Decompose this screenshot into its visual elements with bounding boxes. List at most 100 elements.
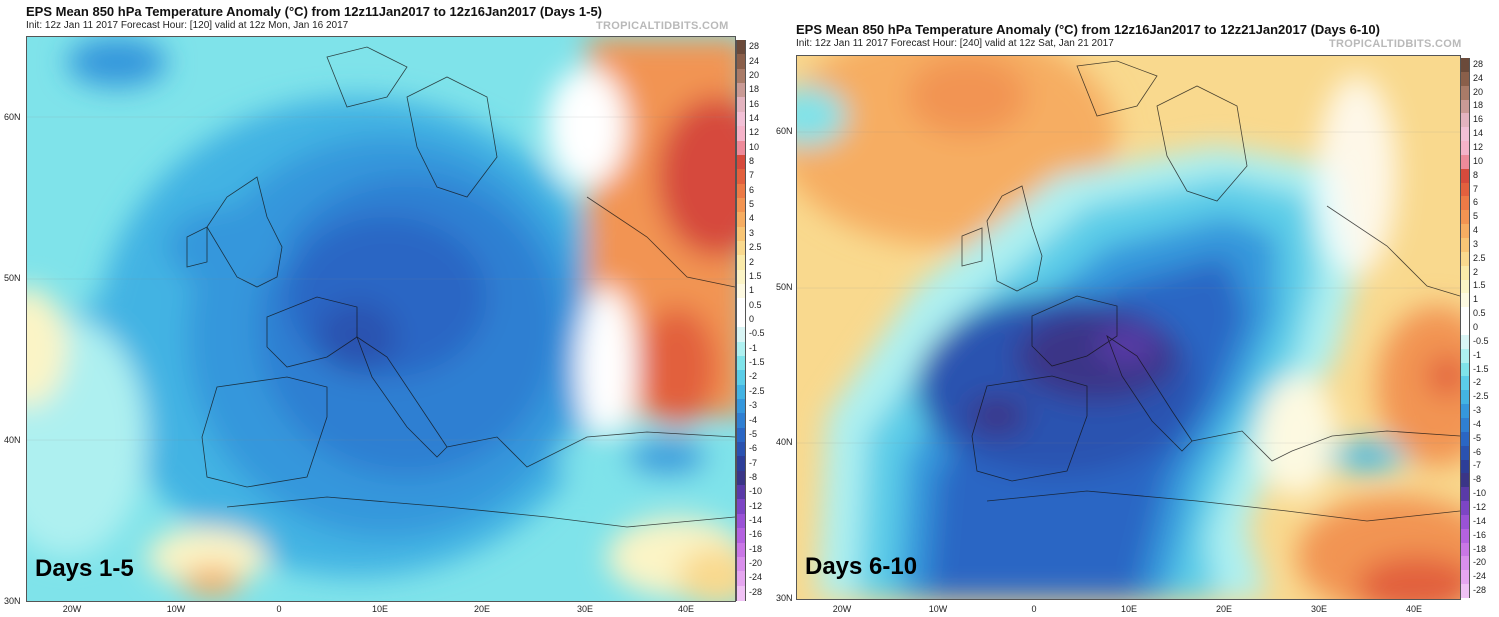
colorbar-tick-label: 6 — [1473, 197, 1479, 208]
colorbar-tick-label: 28 — [749, 41, 760, 52]
colorbar-tick-label: -3 — [749, 400, 758, 411]
colorbar-tick-label: -6 — [1473, 446, 1482, 457]
colorbar-swatch — [1460, 71, 1470, 86]
colorbar-swatch — [736, 370, 746, 386]
colorbar-swatch — [1460, 293, 1470, 308]
colorbar-tick-label: 10 — [1473, 155, 1484, 166]
colorbar-tick-label: -10 — [749, 486, 763, 497]
lon-label-20w: 20W — [62, 604, 82, 614]
colorbar-tick-label: 5 — [1473, 211, 1479, 222]
lat-label-50n: 50N — [776, 282, 793, 292]
map-title: EPS Mean 850 hPa Temperature Anomaly (°C… — [796, 22, 1380, 37]
anomaly-map-days-6-10: Days 6-10 — [796, 55, 1461, 600]
map-image — [27, 37, 735, 601]
colorbar-tick-label: 8 — [749, 156, 755, 167]
colorbar-swatch — [1460, 501, 1470, 516]
lon-label-30e: 30E — [576, 604, 594, 614]
colorbar-tick-label: 2 — [1473, 266, 1479, 277]
colorbar-swatch — [736, 212, 746, 228]
colorbar-tick-label: 16 — [1473, 114, 1484, 125]
lat-label-30n: 30N — [4, 596, 21, 606]
days-label: Days 6-10 — [805, 553, 918, 580]
colorbar-tick-label: -12 — [749, 500, 763, 511]
colorbar-swatch — [1460, 334, 1470, 349]
colorbar-tick-label: 24 — [749, 55, 760, 66]
colorbar-tick-label: 6 — [749, 184, 755, 195]
colorbar-swatch — [736, 470, 746, 486]
colorbar-tick-label: 10 — [749, 141, 760, 152]
colorbar-swatch — [1460, 348, 1470, 363]
colorbar-tick-label: -7 — [749, 457, 758, 468]
colorbar-swatch — [736, 298, 746, 314]
lon-label-30e: 30E — [1310, 604, 1328, 614]
lon-label-20e: 20E — [1215, 604, 1233, 614]
colorbar-swatch — [1460, 418, 1470, 432]
colorbar-tick-label: 1.5 — [1473, 280, 1486, 291]
colorbar-swatch — [736, 255, 746, 271]
lon-label-20w: 20W — [832, 604, 852, 614]
colorbar-swatch — [1460, 238, 1470, 252]
colorbar-tick-label: 20 — [1473, 86, 1484, 97]
colorbar-tick-label: -18 — [1473, 543, 1487, 554]
colorbar-tick-label: -1.5 — [749, 357, 765, 368]
colorbar-tick-label: -16 — [749, 529, 763, 540]
colorbar-swatch — [736, 241, 746, 257]
colorbar: 28 24 20 18 16 14 12 10 8 7 6 5 4 3 2.5 2 1.5 1 0.5 0 -0.5 -1… — [736, 40, 770, 601]
colorbar-tick-label: 7 — [749, 170, 755, 181]
colorbar-tick-label: 0 — [1473, 322, 1479, 332]
colorbar-swatch — [736, 126, 746, 142]
lon-label-40e: 40E — [1405, 604, 1423, 614]
colorbar-swatch — [736, 83, 746, 99]
colorbar-swatch — [1460, 390, 1470, 405]
colorbar-tick-label: -2 — [749, 371, 758, 382]
source-watermark: TROPICALTIDBITS.COM — [596, 20, 729, 32]
colorbar-swatch — [736, 197, 746, 213]
colorbar-swatch — [736, 499, 746, 515]
colorbar-swatch — [736, 312, 746, 328]
map-subtitle: Init: 12z Jan 11 2017 Forecast Hour: [24… — [796, 38, 1114, 49]
colorbar-tick-label: 3 — [1473, 238, 1479, 249]
colorbar-tick-label: -10 — [1473, 488, 1487, 499]
colorbar-swatch — [736, 542, 746, 558]
colorbar-swatch — [1460, 431, 1470, 446]
colorbar-tick-label: -0.5 — [1473, 335, 1489, 346]
colorbar-swatch — [736, 384, 746, 400]
colorbar-swatch — [1460, 210, 1470, 225]
colorbar-swatch — [736, 485, 746, 501]
colorbar-tick-label: -3 — [1473, 405, 1482, 416]
colorbar-swatch — [736, 40, 746, 55]
colorbar-tick-label: 12 — [1473, 142, 1484, 152]
colorbar-tick-label: -2.5 — [749, 385, 765, 396]
colorbar-tick-label: -12 — [1473, 502, 1487, 512]
colorbar-swatch — [1460, 99, 1470, 114]
colorbar-swatch — [1460, 542, 1470, 557]
colorbar-tick-label: -1 — [749, 342, 758, 353]
colorbar-tick-label: -8 — [749, 471, 758, 482]
colorbar-swatch — [1460, 362, 1470, 377]
colorbar-tick-label: -16 — [1473, 529, 1487, 540]
colorbar-swatch — [736, 513, 746, 529]
panel-days-1-5: EPS Mean 850 hPa Temperature Anomaly (°C… — [4, 4, 770, 614]
colorbar-tick-label: -7 — [1473, 460, 1482, 471]
lon-label-10w: 10W — [166, 604, 186, 614]
colorbar-swatch — [736, 528, 746, 544]
colorbar-swatch — [1460, 168, 1470, 183]
lon-label-0: 0 — [1031, 604, 1037, 614]
colorbar-swatch — [1460, 307, 1470, 322]
lon-label-10e: 10E — [1120, 604, 1138, 614]
colorbar-tick-label: -24 — [749, 572, 763, 583]
colorbar-swatch — [736, 97, 746, 113]
colorbar-swatch — [1460, 141, 1470, 156]
panel-days-6-10: EPS Mean 850 hPa Temperature Anomaly (°C… — [770, 0, 1499, 617]
colorbar-swatch — [1460, 265, 1470, 280]
colorbar-tick-label: -5 — [1473, 432, 1482, 443]
days-label: Days 1-5 — [35, 555, 134, 582]
colorbar-tick-label: -14 — [1473, 515, 1487, 526]
colorbar-tick-label: -8 — [1473, 474, 1482, 485]
colorbar-tick-label: -0.5 — [749, 328, 765, 339]
lat-label-40n: 40N — [776, 437, 793, 447]
colorbar-tick-label: 1.5 — [749, 270, 762, 281]
colorbar-swatch — [1460, 584, 1470, 599]
colorbar-tick-label: 2 — [749, 256, 755, 267]
colorbar-swatch — [736, 571, 746, 587]
